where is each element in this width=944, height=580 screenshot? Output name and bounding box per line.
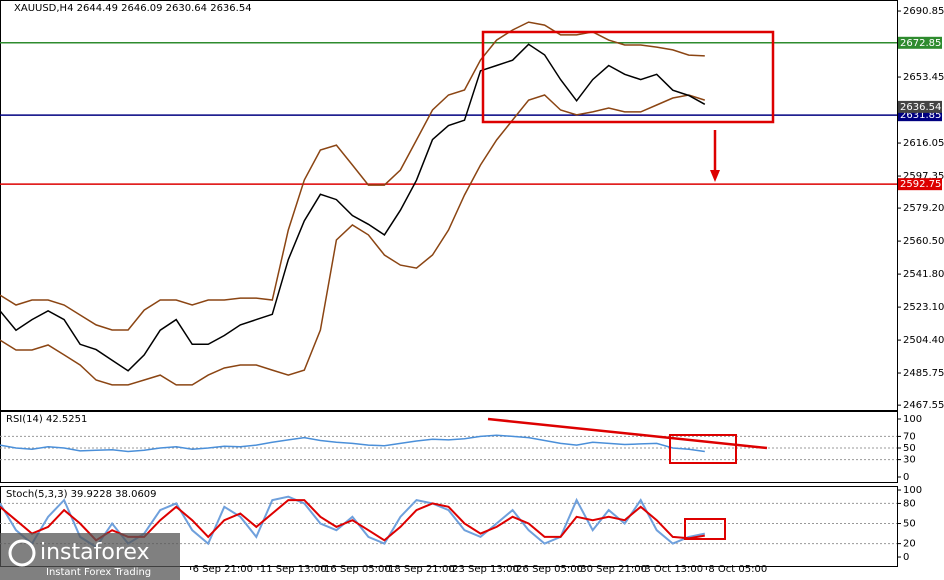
- level-label-bg: [898, 178, 942, 191]
- trend-line: [487, 417, 768, 450]
- y-tick-label: 0: [903, 472, 909, 483]
- y-tick-label: 2597.35: [903, 171, 944, 182]
- series-line: [0, 434, 705, 453]
- y-tick-label: 70: [903, 431, 916, 442]
- y-tick-label: 2690.85: [903, 6, 944, 17]
- series-line: [0, 94, 706, 386]
- logo-icon: [8, 539, 36, 567]
- y-tick-label: 2541.80: [903, 269, 944, 280]
- panel-frame: [0, 411, 898, 483]
- arrow-head: [710, 170, 720, 182]
- y-tick-label: 2467.55: [903, 400, 944, 411]
- x-tick-label: 23 Sep 13:00: [452, 564, 519, 575]
- y-tick-label: 100: [903, 414, 922, 425]
- panel-title: XAUUSD,H4 2644.49 2646.09 2630.64 2636.5…: [14, 3, 252, 14]
- y-tick-label: 2560.50: [903, 236, 944, 247]
- price-label: 2636.54: [900, 102, 941, 113]
- panel-title: Stoch(5,3,3) 39.9228 38.0609: [6, 489, 157, 500]
- y-tick-label: 50: [903, 519, 916, 530]
- x-tick-label: 11 Sep 13:00: [260, 564, 327, 575]
- highlight-box: [684, 518, 726, 540]
- x-tick-label: 3 Oct 13:00: [644, 564, 703, 575]
- level-label-bg: [898, 36, 942, 49]
- level-label: 2672.85: [900, 38, 941, 49]
- y-tick-label: 2653.45: [903, 72, 944, 83]
- y-tick-label: 30: [903, 455, 916, 466]
- highlight-box: [481, 30, 775, 124]
- logo-bg: [0, 533, 180, 580]
- highlight-box: [669, 434, 737, 464]
- level-label: 2592.75: [900, 179, 941, 190]
- series-line: [0, 43, 706, 372]
- y-tick-label: 2485.75: [903, 368, 944, 379]
- y-tick-label: 50: [903, 443, 916, 454]
- panel-title: RSI(14) 42.5251: [6, 414, 87, 425]
- level-label: 2631.85: [900, 110, 941, 121]
- y-tick-label: 80: [903, 498, 916, 509]
- logo-brand: instaforex: [40, 540, 150, 565]
- panel-frame: [0, 486, 898, 567]
- x-tick-label: 6 Sep 21:00: [193, 564, 253, 575]
- logo-tagline: Instant Forex Trading: [46, 567, 151, 578]
- x-tick-label: 8 Oct 05:00: [708, 564, 767, 575]
- y-tick-label: 2504.40: [903, 335, 944, 346]
- y-tick-label: 2616.05: [903, 138, 944, 149]
- y-tick-label: 100: [903, 485, 922, 496]
- y-tick-label: 20: [903, 539, 916, 550]
- series-line: [0, 495, 706, 549]
- panel-frame: [0, 0, 898, 411]
- price-label-bg: [898, 100, 942, 113]
- series-line: [0, 499, 705, 542]
- y-tick-label: 2523.10: [903, 302, 944, 313]
- x-tick-label: 16 Sep 05:00: [324, 564, 391, 575]
- y-tick-label: 2579.20: [903, 203, 944, 214]
- x-tick-label: 18 Sep 21:00: [388, 564, 455, 575]
- x-tick-label: 30 Sep 21:00: [580, 564, 647, 575]
- x-tick-label: 26 Sep 05:00: [516, 564, 583, 575]
- y-tick-label: 0: [903, 552, 909, 563]
